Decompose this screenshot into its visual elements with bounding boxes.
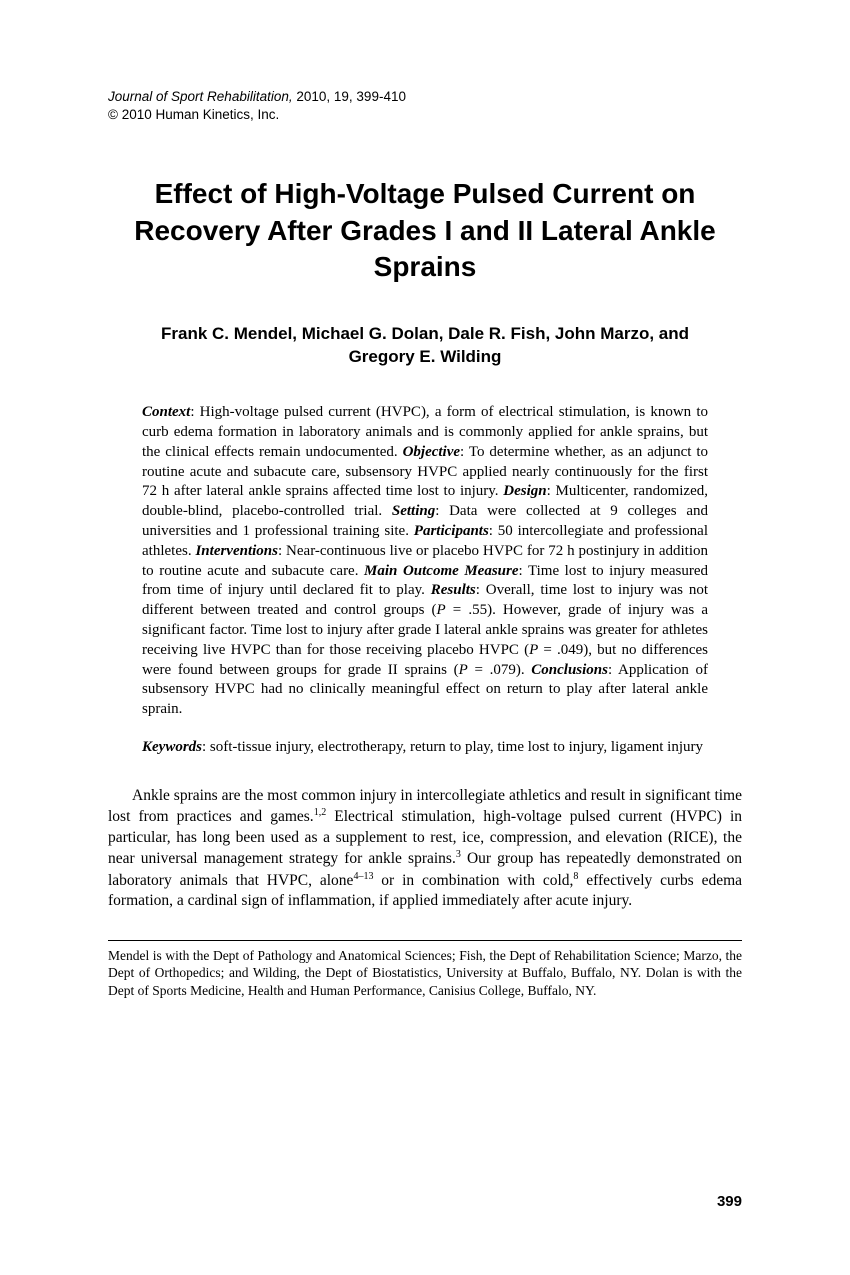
- footnote-divider: [108, 940, 742, 941]
- keywords-label: Keywords: [142, 739, 202, 755]
- outcome-label: Main Outcome Measure: [364, 563, 518, 579]
- participants-label: Participants: [414, 523, 489, 539]
- keywords-text: : soft-tissue injury, electrotherapy, re…: [202, 739, 703, 755]
- keywords-block: Keywords: soft-tissue injury, electrothe…: [142, 738, 708, 758]
- page-number: 399: [717, 1193, 742, 1210]
- interventions-label: Interventions: [195, 543, 278, 559]
- abstract-block: Context: High-voltage pulsed current (HV…: [142, 403, 708, 720]
- body-span-1d: or in combination with cold,: [373, 872, 573, 889]
- conclusions-label: Conclusions: [531, 662, 608, 678]
- author-list: Frank C. Mendel, Michael G. Dolan, Dale …: [108, 322, 742, 370]
- copyright-line: © 2010 Human Kinetics, Inc.: [108, 107, 279, 122]
- citation-info: 2010, 19, 399-410: [293, 89, 406, 104]
- objective-label: Objective: [403, 444, 460, 460]
- context-label: Context: [142, 404, 190, 420]
- results-label: Results: [431, 582, 476, 598]
- journal-header: Journal of Sport Rehabilitation, 2010, 1…: [108, 88, 742, 124]
- design-label: Design: [503, 483, 546, 499]
- body-sup-1: 1,2: [314, 807, 327, 818]
- setting-label: Setting: [392, 503, 435, 519]
- article-title: Effect of High-Voltage Pulsed Current on…: [108, 176, 742, 285]
- body-sup-3: 4–13: [353, 871, 373, 882]
- body-paragraph-1: Ankle sprains are the most common injury…: [108, 786, 742, 912]
- journal-name: Journal of Sport Rehabilitation,: [108, 89, 293, 104]
- journal-page: Journal of Sport Rehabilitation, 2010, 1…: [0, 0, 850, 1060]
- author-affiliations: Mendel is with the Dept of Pathology and…: [108, 947, 742, 1000]
